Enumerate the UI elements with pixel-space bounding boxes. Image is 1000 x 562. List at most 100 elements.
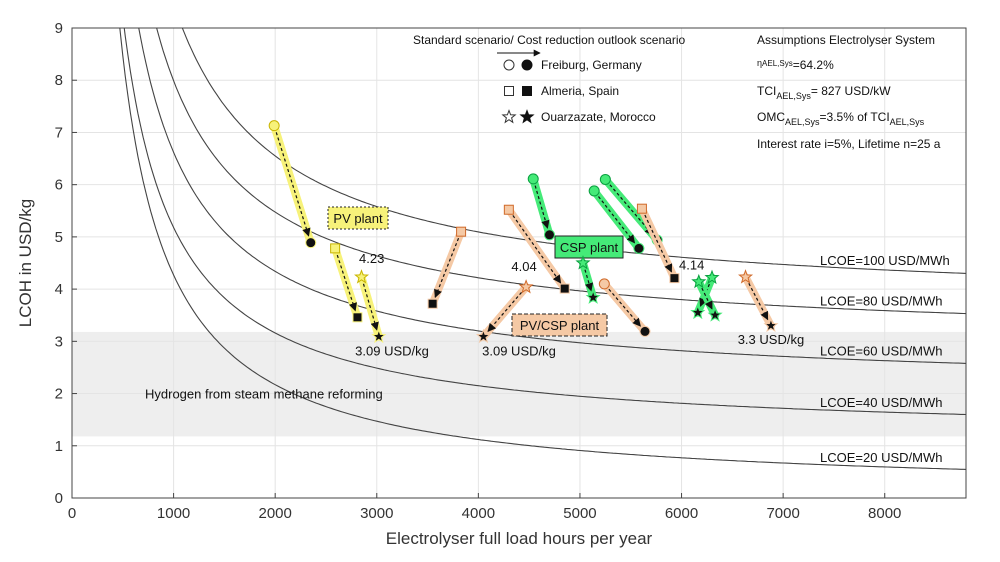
assumptions-title: Assumptions Electrolyser System [757,33,935,47]
x-tick-label: 4000 [462,505,495,522]
x-tick-label: 7000 [766,505,799,522]
outlook-point [543,229,555,241]
smr-band-label: Hydrogen from steam methane reforming [145,387,383,402]
y-tick-label: 7 [55,124,63,141]
outlook-point [559,283,570,294]
scenario-arrow [748,283,769,321]
data-annotation: 4.23 [359,251,384,266]
scenario-arrow [275,132,311,237]
data-annotation: 3.09 USD/kg [482,343,556,358]
x-tick-label: 6000 [665,505,698,522]
y-tick-label: 0 [55,490,63,507]
assumption-omc-mid: =3.5% of TCI [820,110,890,124]
standard-point [588,185,600,197]
scenario-band [579,259,598,302]
assumption-omc-sub: AEL,Sys [785,117,820,127]
outlook-point [690,304,706,320]
lcoe-curve-label: LCOE=60 USD/MWh [820,344,942,359]
legend-marker-outlook [519,109,535,124]
outlook-point [305,237,317,249]
outlook-point [669,273,680,284]
y-tick-label: 5 [55,229,63,246]
x-tick-label: 0 [68,505,76,522]
data-annotation: 4.14 [679,257,704,272]
plot-frame [71,27,967,499]
assumption-omc-sub2: AEL,Sys [890,117,925,127]
outlook-point [639,325,651,337]
outlook-point [763,317,779,333]
legend-title: Standard scenario/ Cost reduction outloo… [413,33,685,47]
y-tick-label: 2 [55,386,63,403]
assumption-efficiency-value: =64.2% [793,58,834,72]
y-tick-label: 9 [55,20,63,37]
lcoe-curve-label: LCOE=20 USD/MWh [820,450,942,465]
scenario-arrow [701,287,713,310]
outlook-point [633,242,645,254]
outlook-point [352,312,363,323]
standard-point [330,243,341,254]
assumption-tci: TCIAEL,Sys= 827 USD/kW [757,84,891,101]
assumption-efficiency-sub: AEL,Sys [762,59,793,68]
smr-band [72,331,966,437]
group-label-box [554,235,624,259]
scenario-arrow [362,283,379,331]
legend-entry-label: Almeria, Spain [541,84,619,98]
scenario-arrow [534,185,550,229]
legend-entry-label: Ouarzazate, Morocco [541,110,656,124]
scenario-arrow [336,254,357,312]
lcoe-curve [138,28,966,364]
lcoe-curve [156,28,966,315]
assumption-omc: OMCAEL,Sys=3.5% of TCIAEL,Sys [757,110,925,127]
standard-point [598,278,610,290]
outlook-point [371,328,387,344]
standard-point [527,173,539,185]
data-annotation: 4.04 [511,259,536,274]
y-tick-label: 4 [55,281,63,298]
assumption-efficiency-symbol: η [757,58,762,68]
standard-point [575,255,591,270]
outlook-point [427,298,438,309]
outlook-point [475,328,491,344]
standard-point [691,273,707,289]
data-annotation: 3.3 USD/kg [738,332,804,347]
scenario-band [428,227,466,308]
legend-marker-standard [501,109,517,124]
legend-marker-outlook [522,86,532,96]
group-label-box [511,313,608,337]
standard-point [268,120,280,132]
scenario-band [637,204,679,283]
assumption-omc-main: OMC [757,110,785,124]
scenario-arrow [512,215,562,284]
lcoe-curve-label: LCOE=80 USD/MWh [820,294,942,309]
standard-point [503,204,514,215]
data-annotation: 3.09 USD/kg [355,343,429,358]
lcoe-curve-label: LCOE=100 USD/MWh [820,253,950,268]
legend-marker-standard [504,86,514,96]
standard-point [599,173,611,185]
assumption-tci-main: TCI [757,84,776,98]
standard-point [456,226,467,237]
y-tick-label: 6 [55,177,63,194]
lcoe-curve [123,28,966,416]
y-tick-label: 8 [55,72,63,89]
standard-point [636,203,647,214]
standard-point [738,269,754,284]
legend-marker-outlook [521,59,533,71]
group-label: CSP plant [560,240,619,255]
standard-point [704,269,720,285]
assumption-efficiency: ηAEL,Sys=64.2% [757,58,834,72]
legend-marker-standard [503,59,515,71]
x-axis-label: Electrolyser full load hours per year [386,529,653,548]
legend-entry-label: Freiburg, Germany [541,58,642,72]
y-tick-label: 1 [55,438,63,455]
scenario-arrow [608,288,641,327]
standard-point [354,269,370,284]
group-label: PV/CSP plant [520,318,600,333]
scenario-arrow [584,269,594,292]
x-tick-label: 8000 [868,505,901,522]
group-label-box [327,206,389,230]
y-tick-label: 3 [55,333,63,350]
scenario-arrow [598,196,636,244]
group-label: PV plant [333,211,383,226]
